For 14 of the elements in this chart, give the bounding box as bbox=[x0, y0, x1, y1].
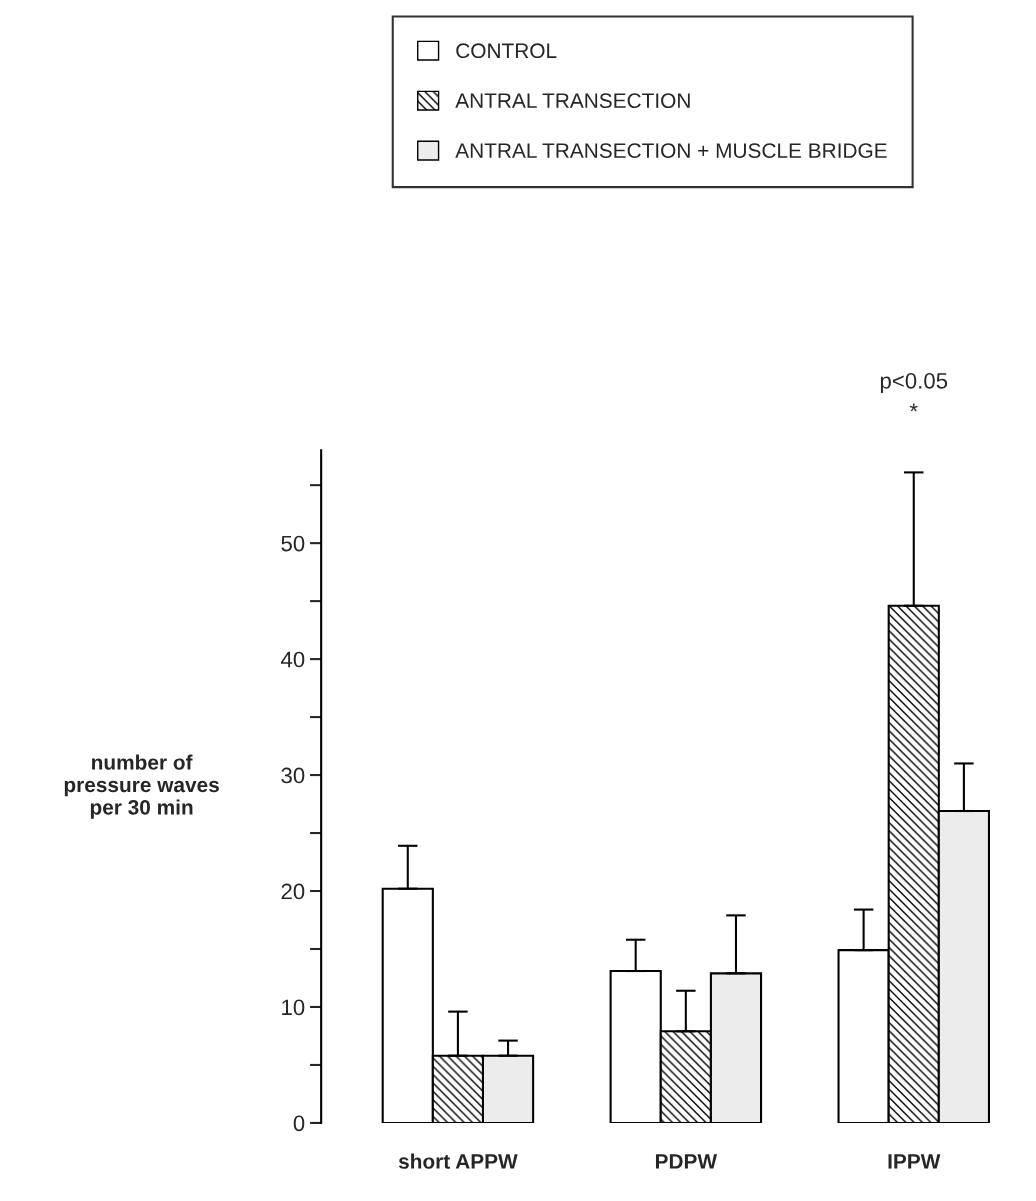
y-tick-label: 40 bbox=[280, 651, 305, 668]
y-axis-title: number of pressure waves per 30 min bbox=[64, 754, 219, 819]
y-tick-label: 50 bbox=[281, 535, 305, 552]
y-tick-label: 30 bbox=[281, 767, 305, 784]
y-tick-label: 20 bbox=[281, 883, 305, 900]
y-tick-label: 0 bbox=[293, 1115, 305, 1132]
legend-label: ANTRAL TRANSECTION bbox=[455, 93, 690, 109]
legend-label: ANTRAL TRANSECTION + MUSCLE BRIDGE bbox=[455, 143, 887, 158]
x-tick-label: IPPW bbox=[888, 1154, 941, 1169]
y-tick-label: 10 bbox=[282, 999, 305, 1016]
x-tick-label: short APPW bbox=[398, 1153, 518, 1169]
legend-label: CONTROL bbox=[456, 43, 557, 59]
text: p<0.05 * bbox=[880, 372, 948, 412]
x-tick-label: PDPW bbox=[655, 1154, 718, 1169]
